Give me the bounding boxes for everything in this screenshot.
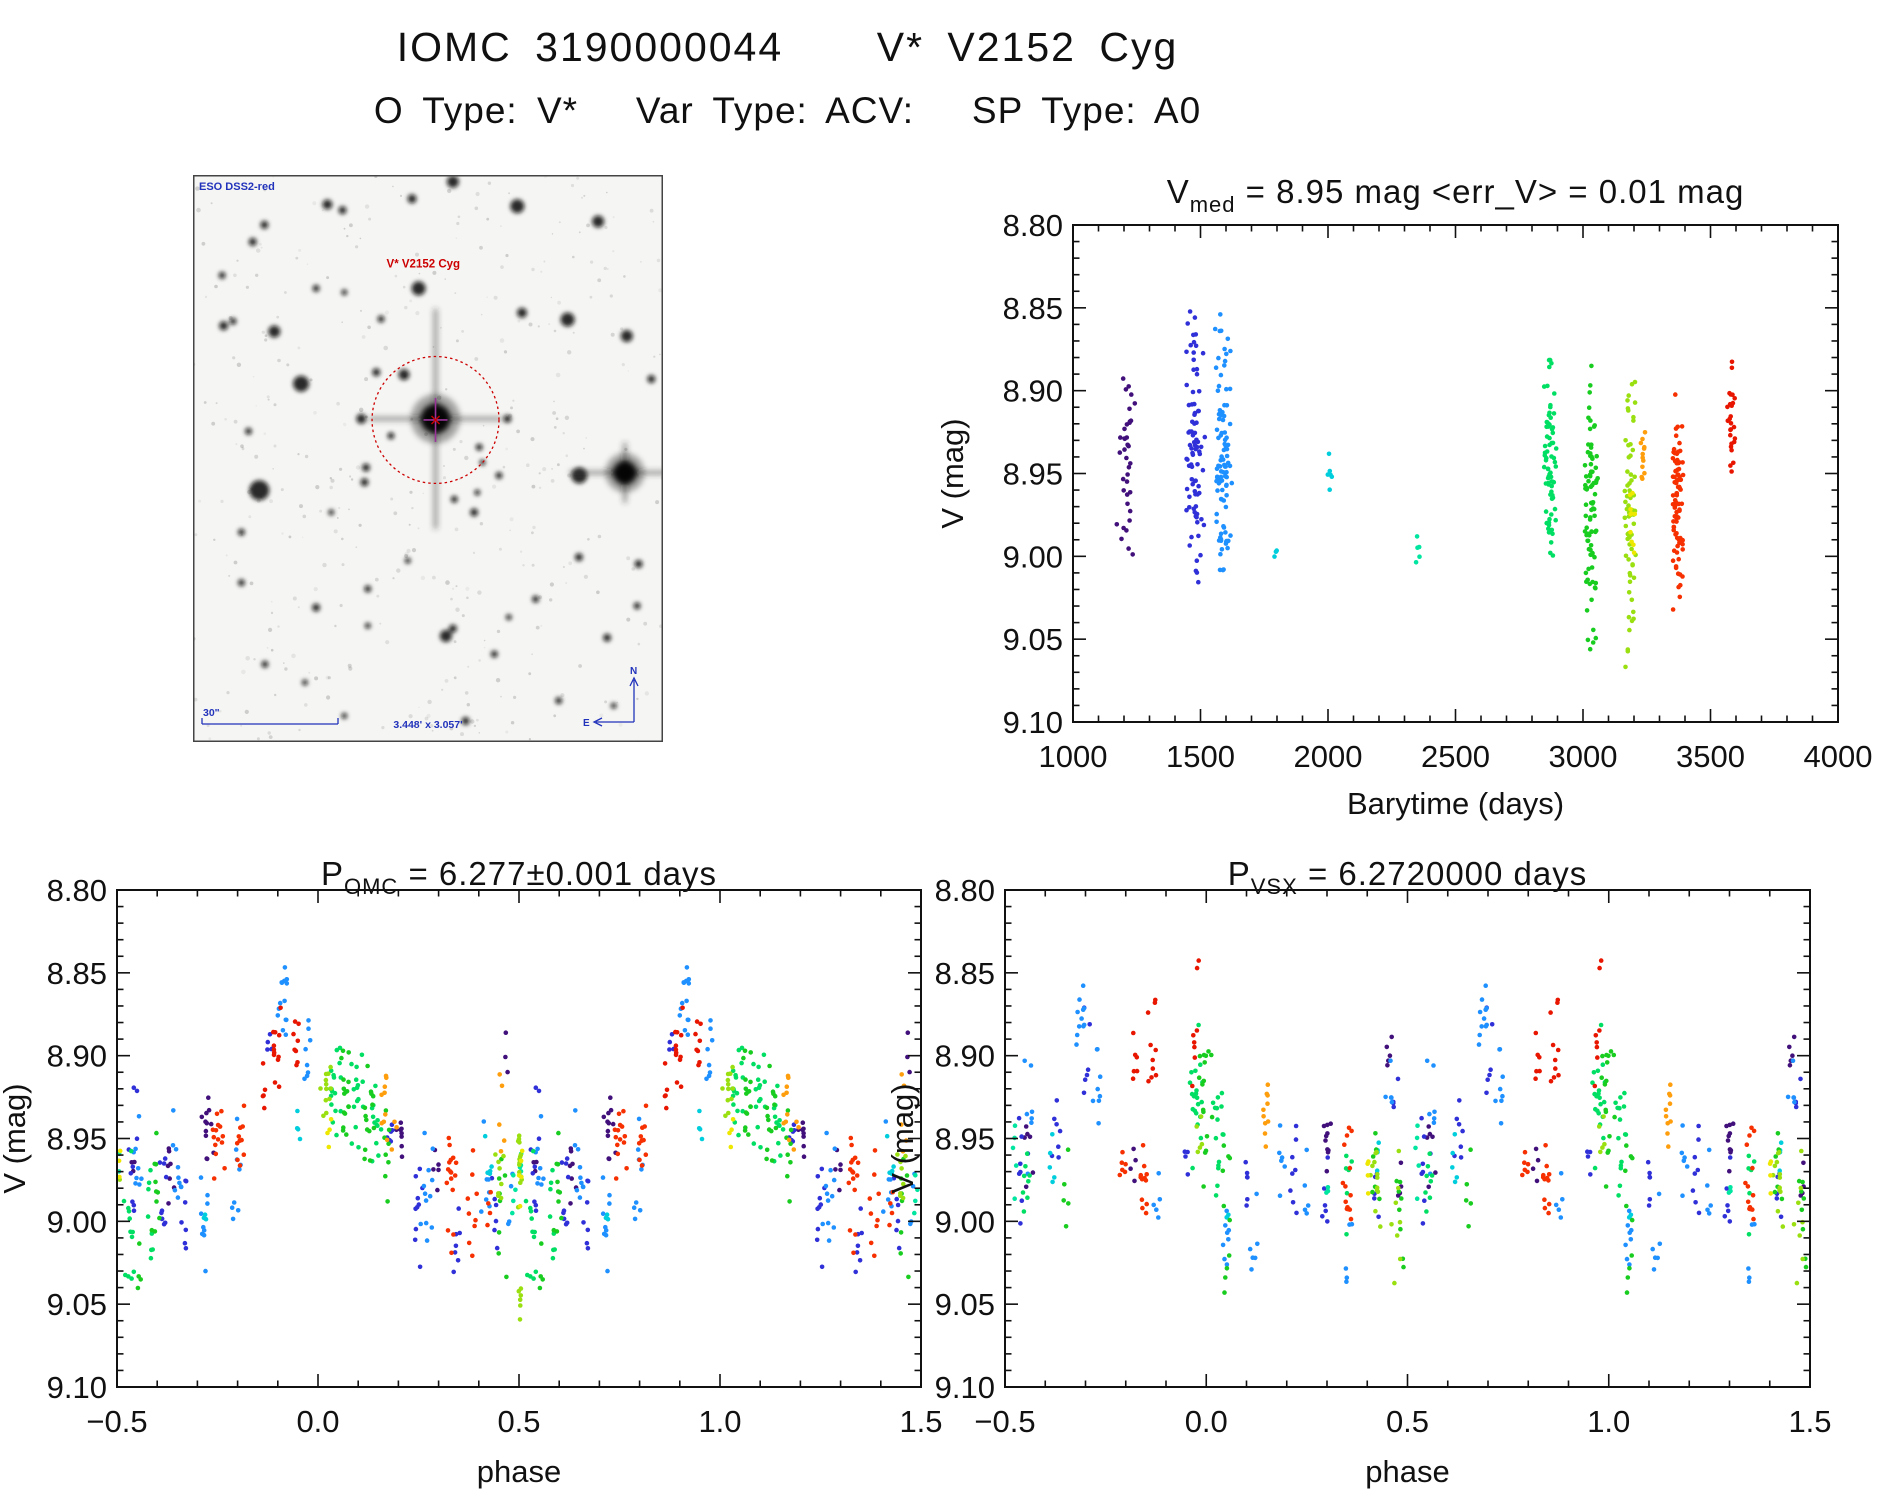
svg-text:V (mag): V (mag)	[935, 418, 970, 528]
svg-text:2500: 2500	[1421, 739, 1490, 774]
svg-text:8.85: 8.85	[935, 956, 995, 991]
svg-text:3.448' x 3.057': 3.448' x 3.057'	[393, 719, 462, 731]
svg-text:1.5: 1.5	[899, 1404, 942, 1439]
svg-text:8.85: 8.85	[1003, 291, 1063, 326]
svg-text:30": 30"	[203, 707, 220, 719]
svg-text:9.10: 9.10	[1003, 705, 1063, 740]
svg-text:0.0: 0.0	[296, 1404, 339, 1439]
page-subtitle: O Type: V* Var Type: ACV: SP Type: A0	[373, 90, 1202, 131]
svg-text:8.95: 8.95	[47, 1122, 107, 1157]
svg-text:8.80: 8.80	[1003, 208, 1063, 243]
svg-text:4000: 4000	[1804, 739, 1873, 774]
svg-text:9.10: 9.10	[47, 1370, 107, 1405]
omc-period-phase-chart: POMC = 6.277±0.001 days −0.5 0.0 0.5 1.0 1.5 8…	[0, 855, 943, 1489]
svg-text:1000: 1000	[1039, 739, 1108, 774]
svg-text:3000: 3000	[1549, 739, 1618, 774]
svg-text:9.00: 9.00	[1003, 539, 1063, 574]
svg-text:0.5: 0.5	[497, 1404, 540, 1439]
svg-text:9.00: 9.00	[47, 1204, 107, 1239]
svg-text:1.0: 1.0	[698, 1404, 741, 1439]
svg-text:V* V2152 Cyg: V* V2152 Cyg	[387, 258, 461, 270]
svg-text:2000: 2000	[1294, 739, 1363, 774]
finder-chart-image: ESO DSS2-red V* V2152 Cyg 30" 3.448' x 3.05…	[193, 175, 663, 742]
svg-text:8.90: 8.90	[935, 1039, 995, 1074]
svg-text:POMC = 6.277±0.001 days: POMC = 6.277±0.001 days	[321, 855, 717, 899]
svg-text:8.90: 8.90	[47, 1039, 107, 1074]
svg-text:Vmed = 8.95 mag <err_V> = 0.01: Vmed = 8.95 mag <err_V> = 0.01 mag	[1167, 173, 1745, 217]
svg-text:V (mag): V (mag)	[0, 1083, 32, 1193]
page-title: IOMC 3190000044 V* V2152 Cyg	[396, 24, 1179, 70]
svg-text:Barytime (days): Barytime (days)	[1347, 786, 1564, 821]
svg-text:1500: 1500	[1166, 739, 1235, 774]
svg-text:ESO DSS2-red: ESO DSS2-red	[199, 181, 275, 193]
svg-text:9.05: 9.05	[935, 1287, 995, 1322]
svg-text:9.10: 9.10	[935, 1370, 995, 1405]
svg-text:E: E	[583, 718, 590, 729]
svg-text:PVSX = 6.2720000 days: PVSX = 6.2720000 days	[1228, 855, 1588, 899]
svg-text:8.95: 8.95	[935, 1122, 995, 1157]
svg-text:8.90: 8.90	[1003, 374, 1063, 409]
svg-text:0.0: 0.0	[1185, 1404, 1228, 1439]
svg-text:8.95: 8.95	[1003, 457, 1063, 492]
svg-text:8.85: 8.85	[47, 956, 107, 991]
svg-text:3500: 3500	[1676, 739, 1745, 774]
svg-text:9.05: 9.05	[1003, 622, 1063, 657]
svg-text:−0.5: −0.5	[86, 1404, 147, 1439]
vsx-period-phase-chart: PVSX = 6.2720000 days −0.5 0.0 0.5 1.0 1.5 8.8…	[885, 855, 1832, 1489]
svg-text:9.05: 9.05	[47, 1287, 107, 1322]
svg-text:V (mag): V (mag)	[885, 1083, 920, 1193]
svg-text:0.5: 0.5	[1386, 1404, 1429, 1439]
svg-text:8.80: 8.80	[47, 873, 107, 908]
svg-text:phase: phase	[477, 1454, 561, 1489]
svg-text:N: N	[630, 666, 637, 677]
svg-text:8.80: 8.80	[935, 873, 995, 908]
svg-text:phase: phase	[1365, 1454, 1449, 1489]
finder-chart: ESO DSS2-red V* V2152 Cyg 30" 3.448' x 3.05…	[193, 175, 663, 742]
svg-text:1.5: 1.5	[1788, 1404, 1831, 1439]
barytime-light-curve-chart: Vmed = 8.95 mag <err_V> = 0.01 mag 1000 15…	[935, 173, 1873, 821]
svg-text:9.00: 9.00	[935, 1204, 995, 1239]
svg-text:−0.5: −0.5	[974, 1404, 1035, 1439]
svg-text:1.0: 1.0	[1587, 1404, 1630, 1439]
